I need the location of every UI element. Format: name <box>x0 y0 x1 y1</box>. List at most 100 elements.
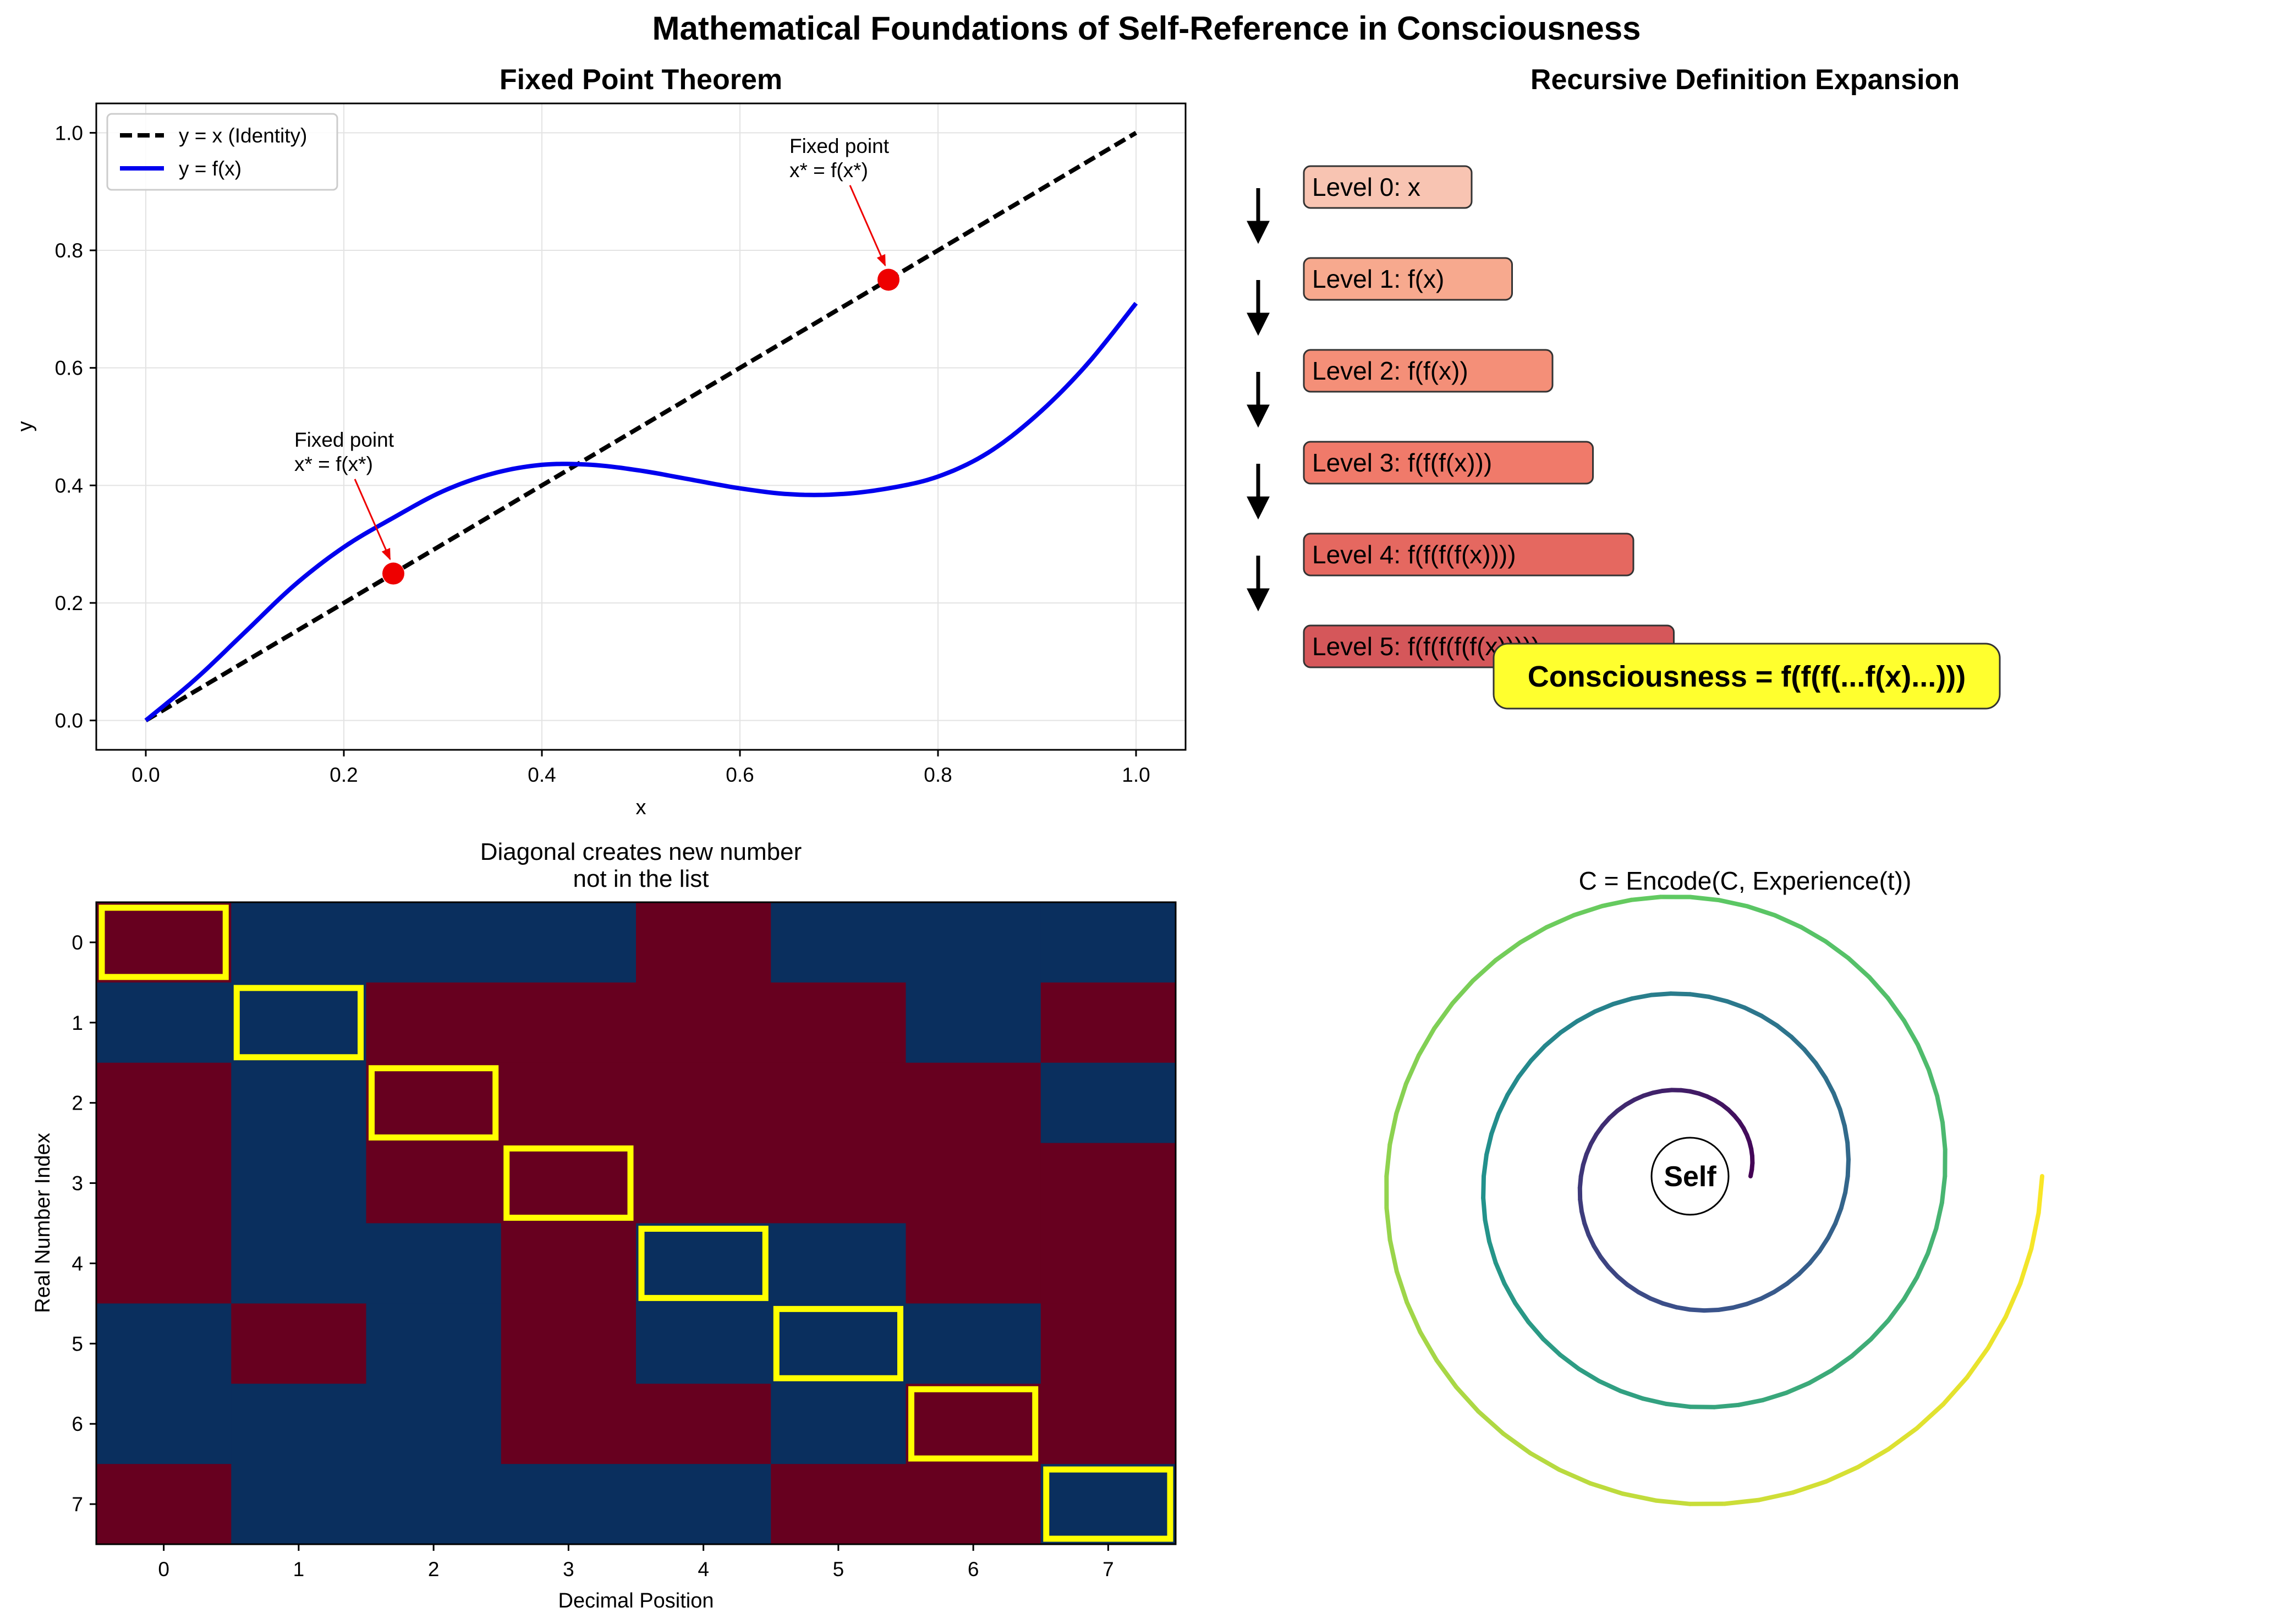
spiral-segment <box>2029 1210 2041 1251</box>
spiral-segment <box>1846 956 1872 980</box>
heatmap-cell <box>366 1062 502 1144</box>
spiral-segment <box>1886 1426 1919 1452</box>
spiral-segment <box>1501 1431 1533 1456</box>
consciousness-box: Consciousness = f(f(f(...f(x)...))) <box>1493 643 2001 710</box>
heatmap-x-tick-label: 5 <box>833 1558 844 1581</box>
diagonal-highlight <box>908 1386 1039 1462</box>
x-tick-label: 0.4 <box>528 764 556 786</box>
heatmap-cell <box>906 1384 1041 1464</box>
spiral-segment <box>1387 1237 1399 1274</box>
spiral-segment <box>1856 1447 1891 1469</box>
spiral-segment <box>1518 925 1549 945</box>
diagonal-highlight <box>638 1226 769 1301</box>
recursive-title: Recursive Definition Expansion <box>1531 64 1960 96</box>
spiral-segment <box>1505 1074 1521 1098</box>
fixed-point-arrow <box>849 185 886 267</box>
self-circle <box>1650 1137 1730 1216</box>
spiral-segment <box>1712 1402 1741 1409</box>
spiral-segment <box>1722 1497 1762 1506</box>
spiral-segment <box>1798 925 1828 944</box>
heatmap-cell <box>96 1384 232 1464</box>
heatmap-cell <box>906 1143 1041 1224</box>
spiral-segment <box>1541 1337 1562 1357</box>
spiral-segment <box>1418 1330 1439 1363</box>
spiral-segment <box>1558 1352 1581 1371</box>
spiral-segment <box>1934 1200 1944 1231</box>
heatmap-cell <box>96 902 232 983</box>
heatmap-cell <box>771 1223 906 1304</box>
spiral-segment <box>1826 1221 1838 1240</box>
spiral-segment <box>1544 913 1576 930</box>
spiral-segment <box>1557 1467 1593 1486</box>
spiral-segment <box>1526 1319 1546 1342</box>
level-label: Level 3: f(f(f(x))) <box>1312 448 1492 477</box>
spiral-segment <box>1648 1296 1665 1306</box>
diagonal-highlight <box>98 904 229 980</box>
spiral-segment <box>1384 1142 1392 1178</box>
heatmap-cell <box>1040 1062 1176 1144</box>
diagonal-frame <box>95 901 1177 1545</box>
heatmap-cell <box>906 1303 1041 1384</box>
heatmap-cell <box>501 1464 637 1545</box>
spiral-segment <box>1773 913 1803 930</box>
heatmap-y-tick-label: 1 <box>72 1012 83 1034</box>
x-tick-label: 0.0 <box>131 764 160 786</box>
spiral-segment <box>1716 898 1750 909</box>
figure-title: Mathematical Foundations of Self-Referen… <box>652 10 1641 47</box>
spiral-segment <box>1784 1380 1812 1395</box>
spiral-segment <box>1571 903 1605 918</box>
spiral-segment <box>1597 1379 1623 1393</box>
spiral-segment <box>1558 1019 1580 1035</box>
diagonal-panel: Diagonal creates new number not in the l… <box>31 838 1177 1612</box>
legend-f-label: y = f(x) <box>179 157 242 180</box>
heatmap-cell <box>231 1464 366 1545</box>
heatmap-x-tick-label: 7 <box>1102 1558 1114 1581</box>
fixed-point-frame <box>95 102 1187 751</box>
heatmap-cell <box>366 1223 502 1304</box>
fixed-point-arrow <box>354 479 391 561</box>
heatmap-cell <box>636 1384 771 1464</box>
spiral-segment <box>1528 1043 1548 1063</box>
diagonal-highlights <box>98 904 1173 1542</box>
level-label: Level 2: f(f(x)) <box>1312 356 1468 385</box>
x-tick-label: 0.2 <box>330 764 358 786</box>
heatmap-cell <box>771 1143 906 1224</box>
recursive-levels: Level 0: x Level 1: f(x) Level 2: f(f(x)) L… <box>1247 165 1675 668</box>
heatmap-cell <box>771 1384 906 1464</box>
diagonal-xlabel: Decimal Position <box>558 1589 714 1612</box>
legend-identity-label: y = x (Identity) <box>179 124 307 147</box>
heatmap-cell <box>96 1303 232 1384</box>
spiral-segment <box>1625 1282 1641 1294</box>
heatmap-y-tick-label: 2 <box>72 1092 83 1115</box>
diagonal-highlight <box>233 985 364 1061</box>
spiral-segment <box>1745 904 1778 918</box>
fixed-point-marker <box>382 562 404 585</box>
diagonal-title-line1: Diagonal creates new number <box>480 838 802 865</box>
spiral-segment <box>1481 1174 1486 1200</box>
spiral-segment <box>1630 992 1654 1001</box>
heatmap-y-tick-label: 5 <box>72 1332 83 1355</box>
spiral-segment <box>1618 1389 1645 1401</box>
heatmap-cell <box>366 1143 502 1224</box>
identity-line <box>144 130 1138 723</box>
diagonal-cells <box>96 902 1176 1545</box>
heatmap-cell <box>1040 1464 1176 1545</box>
spiral-segment <box>1802 1047 1818 1066</box>
consciousness-label: Consciousness = f(f(f(...f(x)...))) <box>1528 660 1966 693</box>
heatmap-cell <box>501 1062 637 1144</box>
spiral-segment <box>1543 1030 1563 1048</box>
diagonal-highlight <box>503 1145 634 1221</box>
spiral-segment <box>1965 1346 1990 1380</box>
spiral-segment <box>1674 1305 1692 1312</box>
spiral-segment <box>1629 895 1663 902</box>
heatmap-cell <box>1040 1143 1176 1224</box>
spiral-segment <box>1483 1217 1491 1244</box>
heatmap-x-tick-label: 4 <box>698 1558 709 1581</box>
spiral-segment <box>1985 1314 2008 1351</box>
spiral-segment <box>1476 1409 1506 1436</box>
heatmap-cell <box>231 1223 366 1304</box>
y-tick-label: 1.0 <box>55 122 83 144</box>
spiral-segment <box>1620 1491 1658 1503</box>
spiral-segment <box>1790 1479 1829 1495</box>
level-label: Level 4: f(f(f(f(x)))) <box>1312 540 1516 569</box>
